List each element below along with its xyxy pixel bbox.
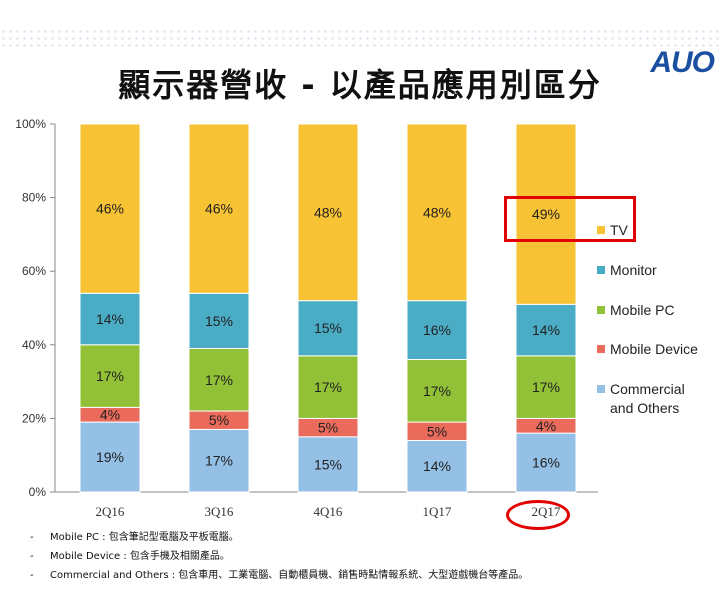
data-label: 17% xyxy=(532,379,560,395)
legend-label: TV xyxy=(610,222,628,238)
data-label: 4% xyxy=(536,418,556,434)
y-tick-label: 100% xyxy=(15,117,46,131)
bar-segment-monitor xyxy=(79,292,141,346)
footnote: - Mobile PC : 包含筆記型電腦及平板電腦。 xyxy=(30,532,239,543)
footnote: - Mobile Device : 包含手機及相關產品。 xyxy=(30,551,230,562)
data-label: 19% xyxy=(96,449,124,465)
data-label: 46% xyxy=(96,201,124,217)
data-label: 17% xyxy=(205,372,233,388)
footnote: - Commercial and Others : 包含車用、工業電腦、自動櫃員機… xyxy=(30,570,529,581)
data-label: 14% xyxy=(423,458,451,474)
bar-segment-monitor xyxy=(297,300,359,357)
bar-segment-commercial-and-others xyxy=(406,439,468,493)
x-tick-label: 1Q17 xyxy=(423,504,452,519)
data-label: 14% xyxy=(96,311,124,327)
bar-segment-commercial-and-others xyxy=(515,432,577,493)
bar-segment-tv xyxy=(79,123,141,294)
data-label: 5% xyxy=(318,420,338,436)
data-label: 48% xyxy=(314,204,342,220)
x-tick-label: 4Q16 xyxy=(314,504,343,519)
legend-swatch xyxy=(597,226,605,234)
bar-segment-monitor xyxy=(406,300,468,361)
bar-segment-tv xyxy=(406,123,468,302)
y-tick-label: 60% xyxy=(22,264,46,278)
data-label: 17% xyxy=(205,453,233,469)
bar-segment-mobile-pc xyxy=(406,359,468,423)
y-tick-label: 0% xyxy=(29,485,47,499)
highlight-box-2q17-tv xyxy=(504,196,636,242)
data-label: 17% xyxy=(314,379,342,395)
bar-segment-mobile-pc xyxy=(297,355,359,419)
legend-label: Mobile Device xyxy=(610,341,698,357)
legend-swatch xyxy=(597,385,605,393)
x-tick-label: 3Q16 xyxy=(205,504,234,519)
bar-segment-tv xyxy=(297,123,359,302)
bar-segment-tv xyxy=(188,123,250,294)
bar-segment-monitor xyxy=(188,292,250,349)
footnotes: - Mobile PC : 包含筆記型電腦及平板電腦。 - Mobile Devic… xyxy=(30,528,528,585)
data-label: 5% xyxy=(427,423,447,439)
bar-segment-tv xyxy=(515,123,577,305)
data-label: 49% xyxy=(532,206,560,222)
legend-swatch xyxy=(597,266,605,274)
data-label: 14% xyxy=(532,322,560,338)
bar-segment-commercial-and-others xyxy=(188,428,250,493)
bar-segment-monitor xyxy=(515,303,577,357)
bar-segment-commercial-and-others xyxy=(79,421,141,493)
y-tick-label: 20% xyxy=(22,411,46,425)
data-label: 5% xyxy=(209,412,229,428)
highlight-oval-2q17 xyxy=(506,500,570,530)
data-label: 15% xyxy=(205,313,233,329)
legend-label: Commercial and Others xyxy=(610,381,685,416)
data-label: 17% xyxy=(423,383,451,399)
legend-label: Mobile PC xyxy=(610,302,675,318)
legend-swatch xyxy=(597,345,605,353)
bar-segment-mobile-pc xyxy=(79,344,141,408)
data-label: 15% xyxy=(314,456,342,472)
data-label: 46% xyxy=(205,201,233,217)
data-label: 17% xyxy=(96,368,124,384)
data-label: 16% xyxy=(532,455,560,471)
data-label: 15% xyxy=(314,320,342,336)
x-tick-label: 2Q16 xyxy=(96,504,125,519)
bar-segment-mobile-pc xyxy=(188,347,250,412)
data-label: 16% xyxy=(423,322,451,338)
dotted-banner xyxy=(0,28,720,50)
legend-label: Monitor xyxy=(610,262,657,278)
auo-logo: AUO xyxy=(650,46,715,79)
data-label: 48% xyxy=(423,204,451,220)
page-title: 顯示器營收 - 以產品應用別區分 xyxy=(118,66,602,104)
y-tick-label: 80% xyxy=(22,191,46,205)
y-tick-label: 40% xyxy=(22,338,46,352)
legend-swatch xyxy=(597,306,605,314)
bar-segment-commercial-and-others xyxy=(297,436,359,493)
data-label: 4% xyxy=(100,407,120,423)
